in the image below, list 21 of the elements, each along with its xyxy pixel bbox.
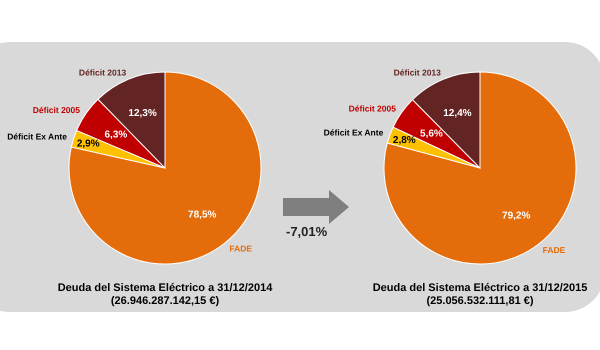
slice-label: Déficit 2013 (78, 68, 126, 78)
data-label: 78,5% (188, 209, 216, 220)
slice-label: FADE (542, 244, 566, 255)
slice-label: Déficit Ex Ante (324, 128, 384, 138)
data-label: 12,4% (443, 108, 472, 119)
data-label: 6,3% (104, 129, 128, 140)
text: (26.946.287.142,15 €) (110, 295, 220, 307)
text: Deuda del Sistema Eléctrico a 31/12/2015 (372, 282, 588, 294)
text: -7,01% (286, 224, 328, 239)
data-label: 79,2% (502, 210, 530, 222)
text: Deuda del Sistema Eléctrico a 31/12/2014 (58, 282, 274, 294)
data-label: 2,8% (392, 135, 416, 146)
data-label: 5,6% (420, 128, 443, 140)
slice-label: FADE (229, 243, 252, 254)
data-label: 2,9% (76, 138, 100, 150)
data-label: 12,3% (128, 108, 157, 119)
slice-label: Déficit Ex Ante (7, 131, 68, 142)
slice-label: Déficit 2005 (32, 104, 80, 115)
text: (25.056.532.111,81 €) (426, 295, 534, 307)
slice-label: Déficit 2005 (348, 104, 396, 114)
slice-label: Déficit 2013 (394, 68, 442, 78)
